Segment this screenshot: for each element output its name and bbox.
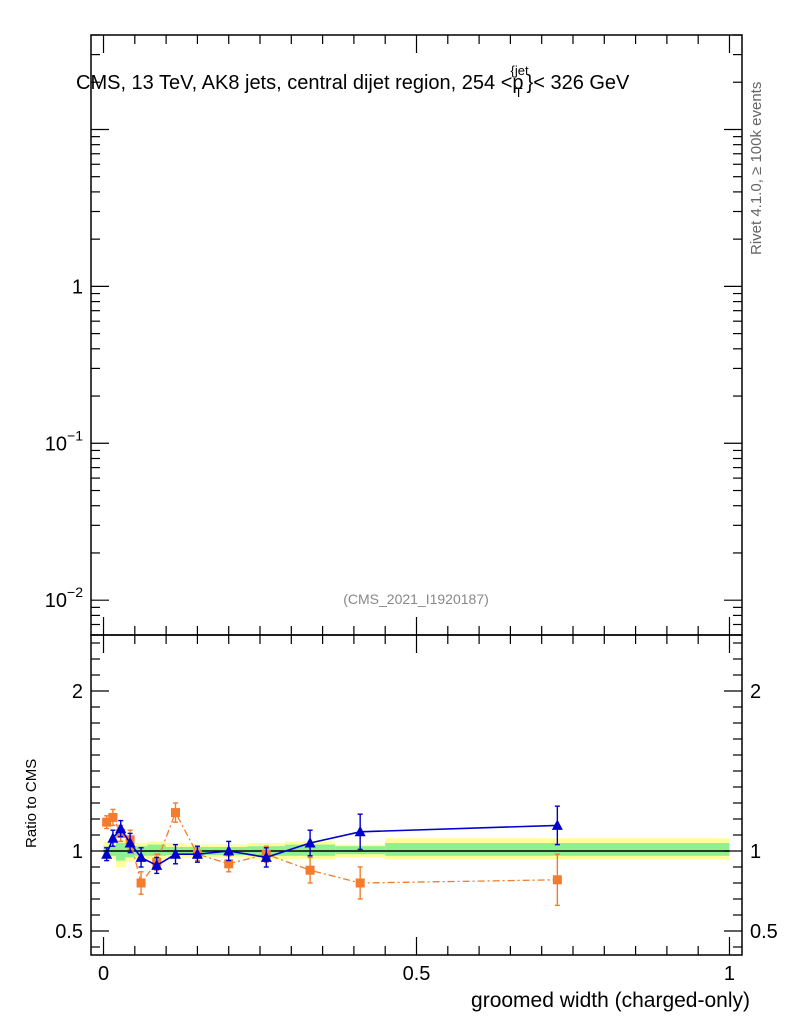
data-point-triangle [124,837,136,848]
data-point-triangle [354,825,366,837]
chart-title-prefix: CMS, 13 TeV, AK8 jets, central dijet reg… [76,72,524,94]
data-point-square [305,865,315,875]
series-triangle [101,805,563,875]
chart-title: CMS, 13 TeV, AK8 jets, central dijet reg… [76,63,630,100]
main-y-tick-label: 10−1 [45,427,83,455]
data-point-square [108,812,118,822]
main-y-tick-labels: 110−110−2 [45,276,83,612]
data-point-triangle [304,837,316,848]
x-tick-label: 1 [724,963,735,985]
tick-label-base: 10 [45,590,67,612]
data-point-triangle [191,848,203,859]
ratio-plot-frame [90,634,743,956]
band-inner [385,843,730,856]
ratio-y-tick-label: 2 [72,681,83,703]
data-point-square [102,817,112,827]
tick-label-base: 10 [45,433,67,455]
chart-title-sup: {jet [511,63,529,78]
series-layer [101,802,563,907]
band-inner [116,843,126,861]
band-inner [335,846,386,855]
ratio-panel: 0.5 0.5 1 1 2 2 0 0.5 1 Ratio to CMS groomed wid… [23,634,778,1012]
ratio-y-tick-label-right: 0.5 [750,921,778,943]
tick-label-exponent: −2 [67,584,83,600]
data-point-triangle [223,845,235,856]
main-x-ticks [102,35,731,635]
data-point-square [552,875,562,885]
data-point-triangle [107,832,119,843]
ratio-y-tick-label-right: 2 [750,681,761,703]
x-tick-label: 0 [98,963,109,985]
analysis-label: (CMS_2021_I1920187) [343,591,489,607]
data-point-square [136,878,146,888]
x-tick-label: 0.5 [403,963,431,985]
rivet-side-label: Rivet 4.1.0, ≥ 100k events [748,82,765,255]
y-axis-label: Ratio to CMS [23,759,40,848]
chart-title-sub: T [515,85,523,100]
data-point-triangle [260,851,272,862]
ratio-y-tick-label: 0.5 [55,921,83,943]
uncertainty-bands [103,838,730,867]
data-point-square [355,878,365,888]
main-plot-frame [90,34,743,636]
data-point-triangle [551,819,563,830]
data-point-square [224,859,234,869]
main-panel: 110−110−2 CMS, 13 TeV, AK8 jets, central… [45,34,765,636]
main-y-tick-label: 10−2 [45,584,83,612]
ratio-ticks [91,635,742,955]
ratio-y-tick-label: 1 [72,841,83,863]
main-y-ticks [91,34,742,636]
data-point-triangle [135,851,147,862]
chart-title-suffix: }< 326 GeV [527,72,631,94]
x-axis-label: groomed width (charged-only) [471,989,750,1012]
data-point-triangle [170,848,182,859]
tick-label-exponent: −1 [67,427,83,443]
ratio-y-tick-label-right: 1 [750,841,761,863]
data-point-square [171,808,181,818]
main-y-tick-label: 1 [72,276,83,298]
band-inner [147,844,167,856]
ratio-tick-labels: 0.5 0.5 1 1 2 2 0 0.5 1 [55,681,778,985]
data-point-triangle [101,848,113,859]
data-point-triangle [115,822,127,834]
data-point-triangle [151,859,163,870]
